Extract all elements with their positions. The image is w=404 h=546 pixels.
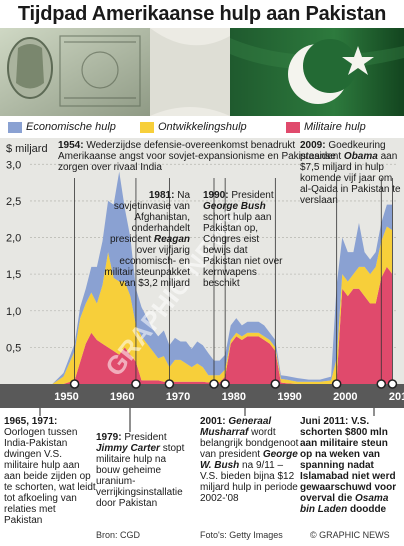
banner-image	[0, 28, 404, 116]
area-series-militaire-hulp	[41, 266, 393, 384]
annotation-1965-1971: 1965, 1971: Oorlogen tussen India-Pakist…	[4, 416, 96, 526]
annotation-2009: 2009: Goedkeuring president Obama aan $7…	[300, 140, 401, 206]
dollar-bill-icon	[7, 35, 141, 107]
y-tick-label: 1,5	[6, 269, 21, 281]
y-axis-label: $ miljard	[6, 143, 48, 155]
annotation-1981: 1981: Na sovjetinvasie van Afghanistan, …	[104, 190, 190, 289]
y-tick-label: 3,0	[6, 159, 21, 171]
x-tick-label: 1960	[110, 391, 134, 403]
x-tick-label: 2000	[333, 391, 357, 403]
event-marker	[131, 379, 141, 389]
x-tick-label: 1990	[277, 391, 301, 403]
source-credit: Bron: CGD	[96, 530, 141, 540]
x-tick-label: 1950	[54, 391, 78, 403]
x-tick-label: 1970	[166, 391, 190, 403]
lower-annotations: 1965, 1971: Oorlogen tussen India-Pakist…	[0, 408, 404, 546]
annotation-1990: 1990: President George Bush schort hulp …	[203, 190, 283, 289]
event-marker	[209, 379, 219, 389]
chart-svg: 3,0 2,5 2,0 1,5 1,0 0,5 1950 1960 1970 1980 1990 2…	[0, 138, 404, 408]
x-tick-label: 2010	[389, 391, 404, 403]
leader-lines	[39, 408, 375, 432]
annotation-2001: 2001: Generaal Musharraf wordt belangrij…	[200, 416, 299, 504]
legend-label-development: Ontwikkelingshulp	[158, 121, 247, 133]
annotation-1954: 1954: Wederzijdse defensie-overeenkomst …	[58, 140, 336, 173]
legend-swatch-economic	[8, 122, 22, 133]
annotation-2011: Juni 2011: V.S. schorten $800 mln aan mi…	[300, 416, 397, 515]
legend-label-economic: Economische hulp	[26, 121, 116, 133]
legend-swatch-military	[286, 122, 300, 133]
page-title: Tijdpad Amerikaanse hulp aan Pakistan	[17, 3, 387, 25]
event-marker	[164, 379, 175, 389]
y-tick-label: 2,5	[6, 196, 21, 208]
copyright: © GRAPHIC NEWS	[310, 530, 390, 540]
y-tick-label: 2,0	[6, 233, 21, 245]
legend-swatch-development	[140, 122, 154, 133]
annotation-1979: 1979: President Jimmy Carter stopt milit…	[96, 432, 185, 509]
event-marker	[376, 379, 387, 389]
x-tick-label: 1980	[222, 391, 246, 403]
y-tick-label: 0,5	[6, 342, 21, 354]
photo-credit: Foto's: Getty Images	[200, 530, 283, 540]
chart-legend: Economische hulp Ontwikkelingshulp Milit…	[0, 118, 404, 138]
aid-area-chart: 3,0 2,5 2,0 1,5 1,0 0,5 1950 1960 1970 1980 1990 2…	[0, 138, 404, 408]
y-tick-label: 1,0	[6, 306, 21, 318]
event-marker	[331, 379, 342, 389]
event-marker	[69, 379, 80, 389]
area-series-ontwikkelingshulp	[41, 226, 393, 384]
crescent-star-icon	[288, 39, 374, 104]
event-marker	[387, 379, 398, 389]
legend-label-military: Militaire hulp	[304, 121, 366, 133]
event-marker	[220, 379, 230, 389]
event-marker	[270, 379, 281, 389]
